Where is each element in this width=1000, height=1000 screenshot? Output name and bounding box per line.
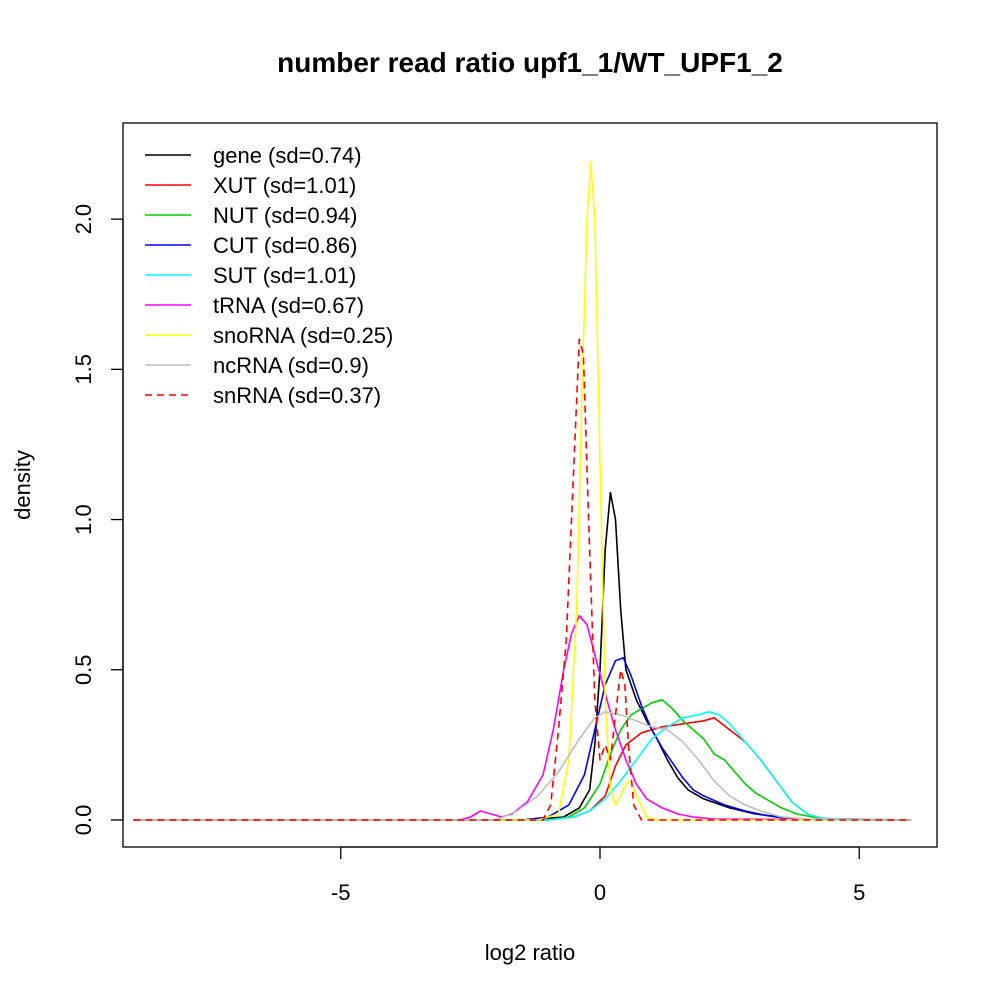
legend-label: gene (sd=0.74) [213, 143, 362, 168]
series-line-5 [133, 614, 912, 821]
y-axis-label: density [10, 450, 35, 520]
legend-label: NUT (sd=0.94) [213, 203, 357, 228]
chart-title: number read ratio upf1_1/WT_UPF1_2 [277, 47, 783, 78]
series-line-7 [133, 711, 912, 821]
series-line-0 [133, 491, 912, 821]
legend-label: CUT (sd=0.86) [213, 233, 357, 258]
series-line-8 [133, 338, 912, 821]
y-tick-label: 1.5 [71, 354, 96, 385]
legend-label: tRNA (sd=0.67) [213, 293, 364, 318]
y-tick-label: 0.5 [71, 654, 96, 685]
legend-label: snRNA (sd=0.37) [213, 383, 381, 408]
series-line-6 [133, 161, 912, 821]
series-layer [133, 161, 912, 821]
x-axis: -5 0 5 [331, 846, 865, 905]
legend-label: SUT (sd=1.01) [213, 263, 356, 288]
x-axis-label: log2 ratio [485, 940, 576, 965]
legend-label: XUT (sd=1.01) [213, 173, 356, 198]
series-line-2 [133, 699, 912, 821]
y-axis: 0.0 0.5 1.0 1.5 2.0 [71, 204, 124, 836]
series-line-4 [133, 711, 912, 821]
x-tick-label: 5 [853, 880, 865, 905]
legend-label: snoRNA (sd=0.25) [213, 323, 393, 348]
x-tick-label: 0 [594, 880, 606, 905]
y-tick-label: 1.0 [71, 504, 96, 535]
series-line-3 [133, 656, 912, 821]
legend-label: ncRNA (sd=0.9) [213, 353, 369, 378]
legend: gene (sd=0.74) XUT (sd=1.01) NUT (sd=0.94)… [145, 143, 393, 408]
y-tick-label: 2.0 [71, 204, 96, 235]
x-tick-label: -5 [331, 880, 351, 905]
y-tick-label: 0.0 [71, 805, 96, 836]
